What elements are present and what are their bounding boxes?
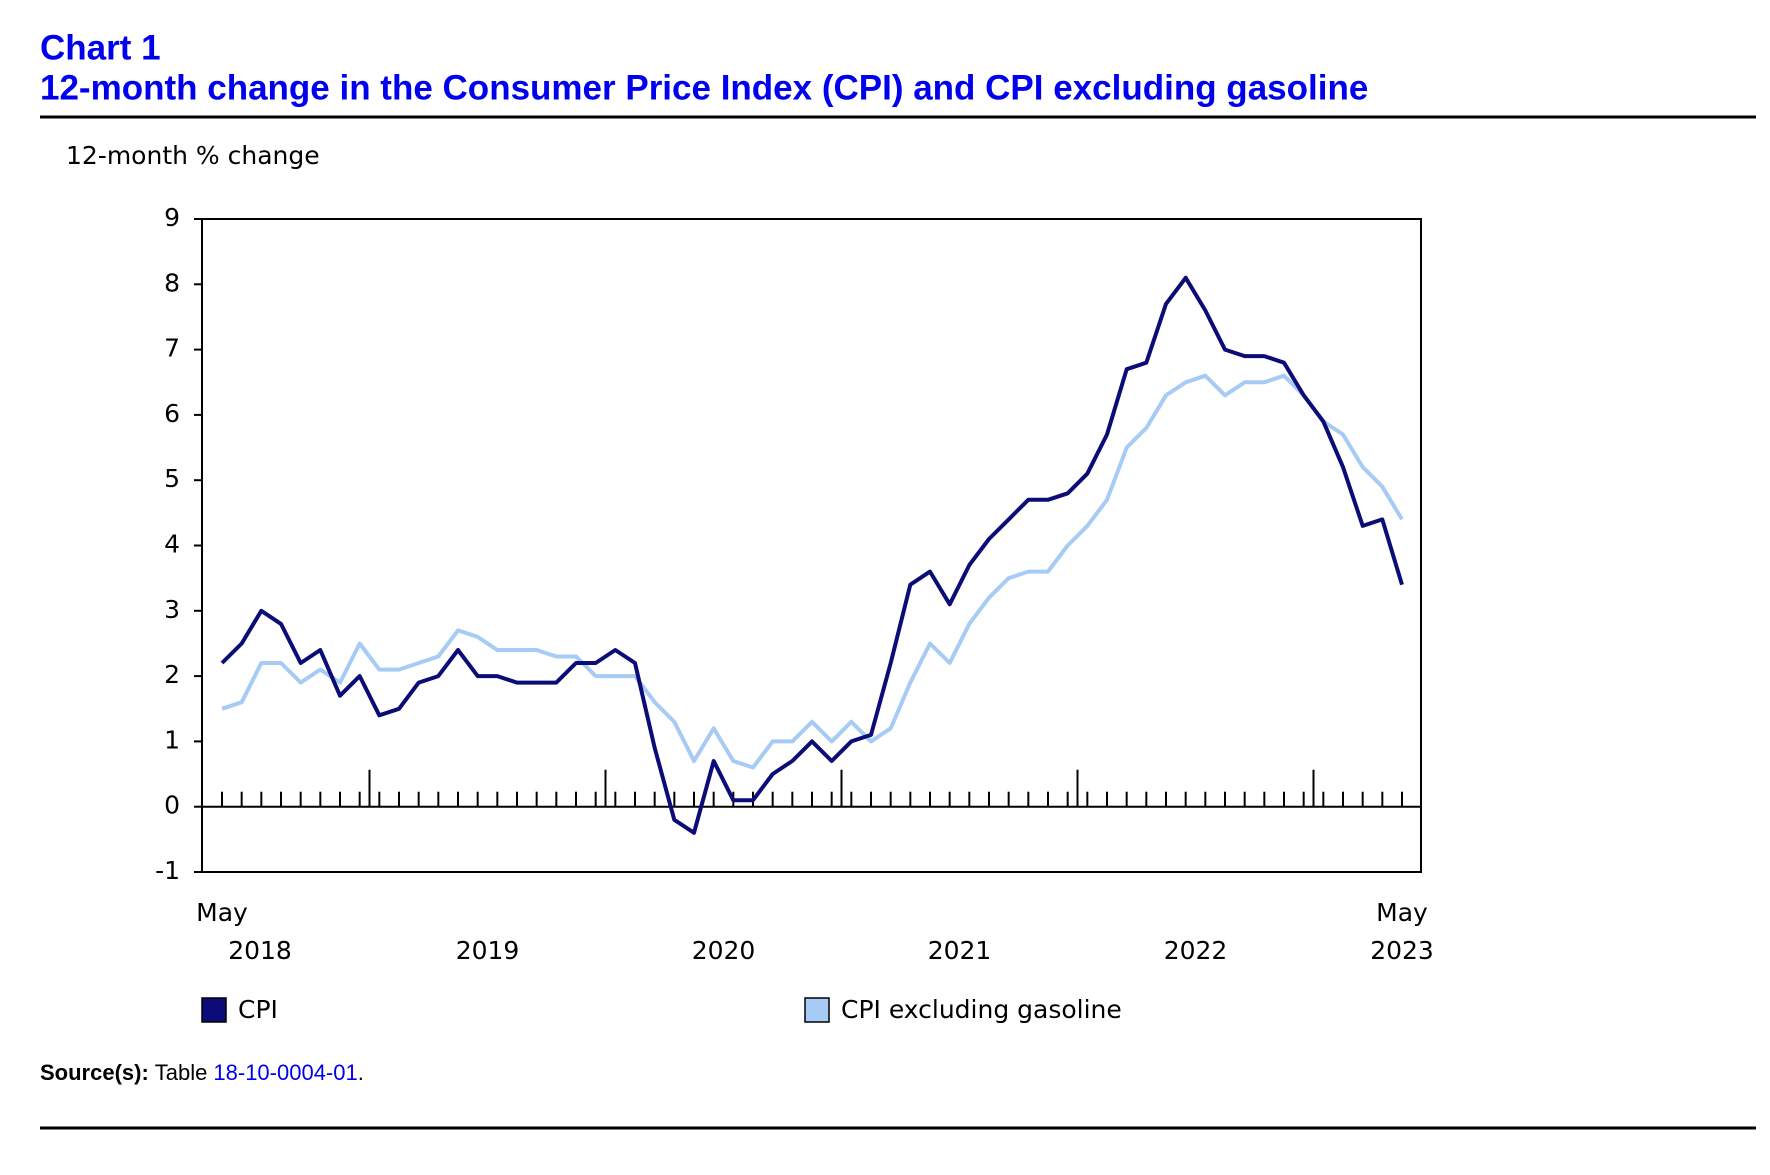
x-year-label: 2018: [228, 936, 292, 965]
series-line: [220, 275, 1404, 835]
legend-swatch: [804, 997, 830, 1023]
x-tick-label: May: [1376, 898, 1428, 927]
y-axis-title: 12-month % change: [66, 141, 320, 170]
x-year-label: 2023: [1370, 936, 1434, 965]
x-year-label: 2022: [1164, 936, 1228, 965]
chart-label: Chart 1: [40, 28, 161, 67]
x-year-label: 2019: [456, 936, 520, 965]
series-line: [221, 373, 1404, 770]
chart-title: 12-month change in the Consumer Price In…: [40, 68, 1368, 107]
y-tick-label: -1: [155, 856, 180, 885]
y-tick-label: 2: [164, 660, 180, 689]
y-tick-label: 8: [164, 268, 180, 297]
x-year-label: 2020: [692, 936, 756, 965]
legend-label: CPI excluding gasoline: [841, 995, 1122, 1024]
y-tick-label: 3: [164, 595, 180, 624]
y-tick-label: 5: [164, 464, 180, 493]
source-link[interactable]: 18-10-0004-01: [213, 1060, 357, 1085]
legend-label: CPI: [238, 995, 278, 1024]
y-tick-label: 0: [164, 791, 180, 820]
source-suffix: .: [358, 1060, 364, 1085]
source: Source(s): Table 18-10-0004-01.: [40, 1060, 364, 1085]
source-label: Source(s):: [40, 1060, 149, 1085]
y-tick-label: 6: [164, 399, 180, 428]
x-tick-label: May: [196, 898, 248, 927]
plot-frame: [201, 218, 1422, 873]
x-year-label: 2021: [928, 936, 992, 965]
y-tick-label: 7: [164, 334, 180, 363]
y-tick-label: 1: [164, 725, 180, 754]
legend-swatch: [201, 997, 227, 1023]
y-tick-label: 9: [164, 203, 180, 232]
source-prefix: Table: [155, 1060, 208, 1085]
y-tick-label: 4: [164, 530, 180, 559]
